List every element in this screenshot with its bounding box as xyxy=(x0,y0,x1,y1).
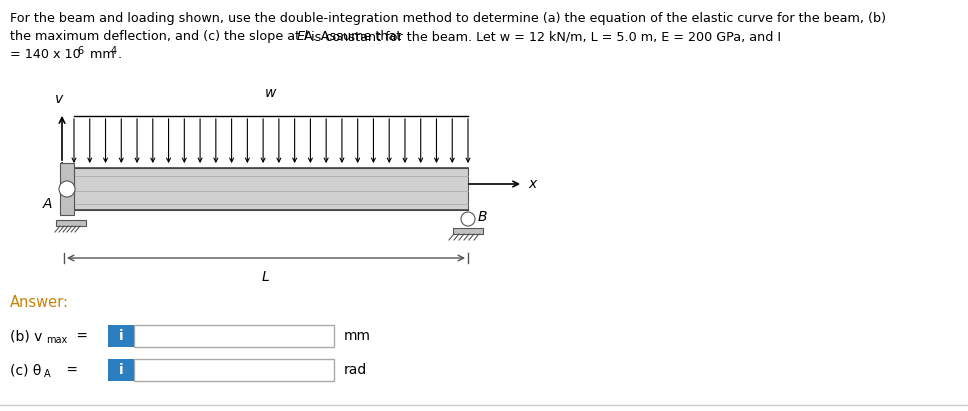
Text: (c) θ: (c) θ xyxy=(10,363,42,377)
Text: For the beam and loading shown, use the double-integration method to determine (: For the beam and loading shown, use the … xyxy=(10,12,886,25)
Text: 4: 4 xyxy=(111,46,117,56)
Bar xyxy=(60,163,74,215)
Text: max: max xyxy=(46,335,67,345)
Text: x: x xyxy=(528,177,536,191)
Text: is constant for the beam. Let w = 12 kN/m, L = 5.0 m, E = 200 GPa, and I: is constant for the beam. Let w = 12 kN/… xyxy=(307,30,781,43)
Text: L: L xyxy=(262,270,270,284)
Text: (b) v: (b) v xyxy=(10,329,43,343)
Bar xyxy=(453,228,483,234)
Text: =: = xyxy=(72,329,88,343)
Text: i: i xyxy=(119,363,123,377)
Text: mm: mm xyxy=(86,48,115,61)
Bar xyxy=(74,168,468,210)
Text: = 140 x 10: = 140 x 10 xyxy=(10,48,80,61)
Ellipse shape xyxy=(461,212,475,226)
Text: Answer:: Answer: xyxy=(10,295,69,310)
Text: w: w xyxy=(265,86,277,100)
Text: rad: rad xyxy=(344,363,367,377)
Bar xyxy=(134,359,334,381)
Text: B: B xyxy=(478,210,488,224)
Text: mm: mm xyxy=(344,329,371,343)
Text: A: A xyxy=(44,369,50,379)
Text: the maximum deflection, and (c) the slope at A. Assume that: the maximum deflection, and (c) the slop… xyxy=(10,30,406,43)
Bar xyxy=(108,359,134,381)
Text: =: = xyxy=(62,363,78,377)
Text: .: . xyxy=(118,48,122,61)
Bar xyxy=(134,325,334,347)
Bar xyxy=(108,325,134,347)
Text: v: v xyxy=(55,92,63,106)
Ellipse shape xyxy=(59,181,75,197)
Text: A: A xyxy=(43,197,52,211)
Text: El: El xyxy=(297,30,309,43)
Bar xyxy=(56,220,86,226)
Text: i: i xyxy=(119,329,123,343)
Text: 6: 6 xyxy=(77,46,83,56)
